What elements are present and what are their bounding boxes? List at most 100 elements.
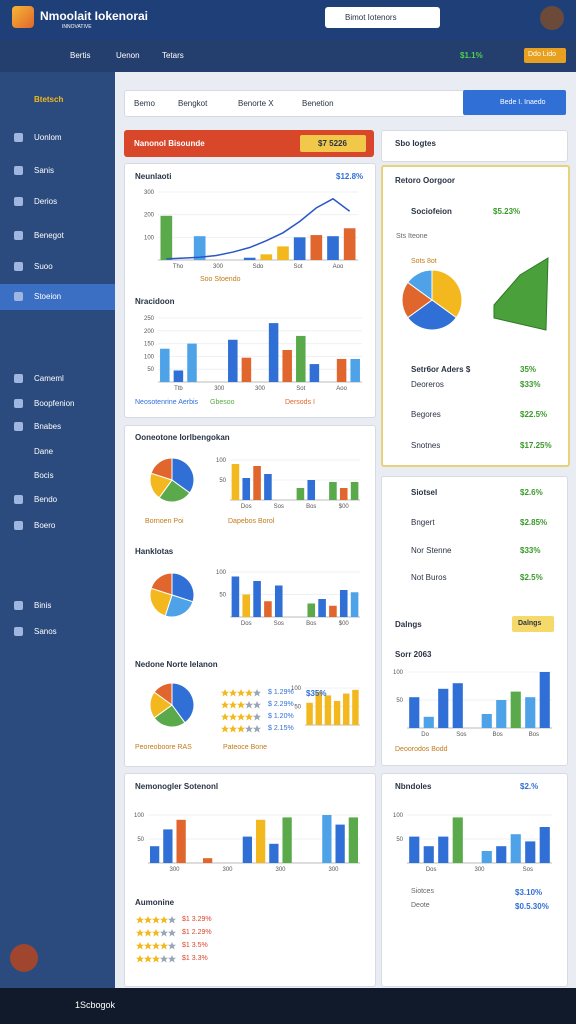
bar [242,594,251,617]
bar [282,350,292,382]
sidebar-icon [14,601,23,610]
bar [322,815,332,863]
avatar[interactable] [540,6,564,30]
star [152,929,160,937]
x-tick-label: $00 [339,621,350,627]
x-tick-label: 300 [255,386,266,392]
bar [187,343,197,382]
bar [306,702,313,725]
y-tick-label: 50 [396,837,403,843]
chart-title: Nracidoon [135,297,175,306]
x-tick-label: $00 [339,504,350,510]
star [136,929,144,937]
pie-slice [431,269,463,319]
x-tick-label: Sdo [253,264,264,270]
bar [160,215,173,260]
bar [339,488,348,500]
sidebar-icon [14,262,23,271]
star [253,713,261,721]
bar [335,824,345,863]
star [245,701,253,709]
sidebar-avatar[interactable] [10,944,38,972]
x-tick-label: Bos [306,621,316,627]
bar [352,689,359,725]
sidebar-user: Btetsch [34,95,64,104]
bar [293,237,306,260]
x-tick-label: Sos [274,504,284,510]
star [237,725,245,733]
card-title: Retoro Oorgoor [395,176,455,185]
chart-caption: Peoreoboore RAS [135,744,192,751]
graphic [493,257,549,331]
star [221,725,229,733]
sidebar-icon [14,166,23,175]
y-tick-label: 150 [144,342,155,348]
star [152,916,160,924]
bar [318,599,326,617]
chart-caption: Sots 8ot [411,258,437,265]
chart-badge: $35% [306,689,327,698]
card [124,773,376,987]
star [160,929,168,937]
x-tick-label: 300 [222,867,233,873]
card [381,773,568,987]
taskbar-label: 1Scbogok [75,1000,116,1010]
bar [329,605,337,617]
metric-value: $5.23% [493,207,521,216]
y-tick-label: 100 [144,235,155,241]
star [144,929,152,937]
chart-title: Ooneotone Iorlbengokan [135,433,230,442]
row-label: Deoreros [411,380,444,389]
sidebar-item: Bocis [34,471,54,480]
bar [231,464,240,500]
sidebar-item: Boero [34,521,56,530]
x-tick-label: Tho [173,264,184,270]
pie-slice [171,572,195,603]
search-box[interactable] [325,7,440,28]
bar [277,246,289,260]
bar [202,858,213,863]
star [144,916,152,924]
x-tick-label: Aoo [333,264,344,270]
bar [274,585,283,617]
star [253,689,261,697]
pie-slice [153,704,186,728]
row-label: Begores [411,410,441,419]
chip[interactable] [512,616,554,632]
y-tick-label: 50 [219,478,226,484]
bar [525,697,536,728]
bar [350,482,359,500]
sidebar-icon [14,292,23,301]
sidebar-item: Dane [34,447,54,456]
bar [496,846,507,863]
chart-title: Neunlaoti [135,172,172,181]
bar [176,819,186,863]
bar [253,466,261,500]
bar [423,846,434,863]
y-tick-label: 100 [393,670,404,676]
row-value: $22.5% [520,410,548,419]
nav-button[interactable] [524,48,566,63]
bar [228,339,238,382]
nav-bar [0,40,576,72]
y-tick-label: 200 [144,213,155,219]
star [168,929,176,937]
bar [329,482,337,500]
x-tick-label: Do [421,732,429,738]
sidebar-icon [14,422,23,431]
x-tick-label: 300 [169,867,180,873]
bar [149,846,160,863]
row-value: $2.6% [520,488,543,497]
sidebar-icon [14,197,23,206]
x-tick-label: 300 [328,867,339,873]
tab-action[interactable] [463,90,566,115]
tab: Benorte X [238,99,274,108]
chart-caption: Bornoen Poi [145,518,184,525]
nav-status: $1.1% [460,51,483,60]
rating-value: $ 1.20% [268,713,294,720]
bar [253,581,261,617]
summary-chip[interactable] [300,135,366,152]
sidebar-item: Derios [34,197,58,206]
star [152,955,160,963]
x-tick-label: Sos [456,732,466,738]
